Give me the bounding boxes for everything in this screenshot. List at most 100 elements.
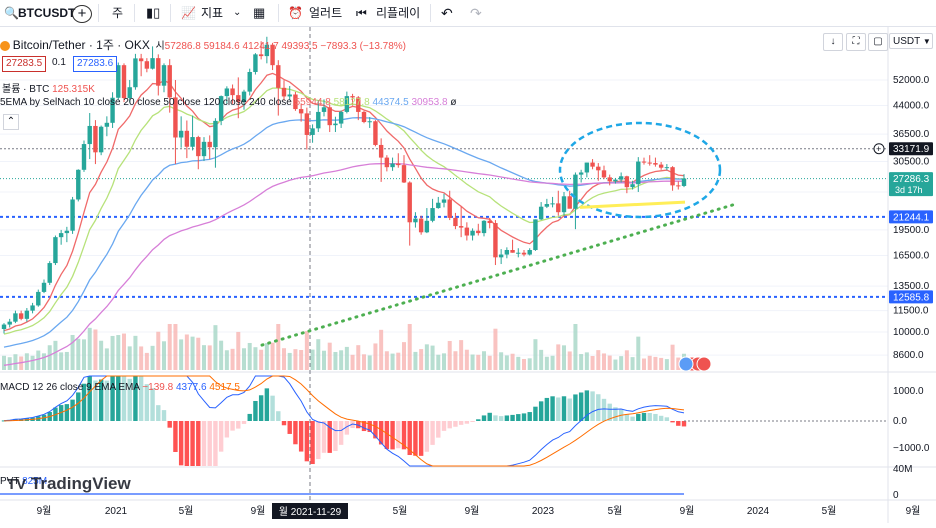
replay-button[interactable]: 리플레이 (376, 6, 421, 20)
time-tick-label: 9월 (906, 505, 921, 517)
candle-body (247, 71, 252, 92)
macd-histogram-bar (293, 421, 298, 445)
macd-histogram-bar (596, 394, 601, 421)
symbol-search[interactable]: BTCUSDT (18, 6, 76, 20)
candle-body (104, 122, 110, 127)
volume-bar (596, 350, 601, 370)
compare-add-icon[interactable]: + (72, 5, 92, 23)
time-tick-label: 5월 (822, 505, 837, 517)
price-tick-label: 44000.0 (893, 101, 930, 112)
price-axis[interactable]: 52000.044000.036500.030500.025000.019500… (893, 75, 930, 501)
buy-button[interactable]: 27283.6 (73, 56, 118, 72)
alert-button[interactable]: 얼러트 (309, 6, 343, 20)
layout-grid-icon[interactable]: ▦ (253, 5, 266, 20)
time-tick-label: 2021 (105, 506, 128, 517)
macd-histogram-bar (241, 421, 247, 424)
candle-body (344, 96, 350, 112)
volume-bar (144, 352, 149, 370)
macd-histogram-bar (630, 416, 635, 421)
volume-bar (339, 350, 344, 370)
redo-icon[interactable]: ↷ (470, 5, 482, 21)
chevron-down-icon[interactable]: ⌄ (233, 7, 242, 18)
volume-bar (110, 335, 115, 370)
search-icon[interactable]: 🔍 (4, 6, 19, 20)
candle-body (76, 169, 81, 200)
collapse-legend-icon[interactable]: ⌃ (3, 114, 19, 130)
volume-bar (333, 351, 338, 370)
macd-histogram-bar (316, 421, 321, 460)
candle-body (401, 165, 407, 183)
volume-bar (322, 350, 326, 370)
legend-open: 57286.8 (164, 41, 201, 52)
volume-bar (516, 356, 521, 370)
macd-histogram-bar (321, 421, 327, 453)
candle-body (624, 176, 630, 188)
macd-histogram-bar (453, 421, 458, 427)
macd-histogram-bar (418, 421, 424, 456)
macd-histogram-bar (310, 421, 315, 465)
legend-title[interactable]: Bitcoin/Tether · 1주 · OKX (12, 38, 150, 52)
volume-bar (527, 358, 532, 370)
macd-histogram-bar (230, 421, 235, 431)
volume-bar (116, 335, 121, 370)
chart-area[interactable]: 52000.044000.036500.030500.025000.019500… (0, 27, 936, 528)
volume-bar (664, 359, 669, 370)
price-label-text: 21244.1 (893, 212, 930, 223)
candle-type-icon[interactable]: ▮▯ (146, 5, 161, 20)
macd-histogram-bar (367, 421, 372, 433)
volume-bar (316, 339, 321, 370)
scroll-down-icon[interactable]: ↓ (823, 33, 843, 51)
candle-body (567, 196, 572, 209)
currency-select[interactable]: USDT ▼ (889, 33, 933, 49)
candle-body (287, 94, 292, 97)
macd-histogram-bar (327, 421, 332, 453)
macd-histogram-bar (378, 421, 384, 445)
candle-body (670, 167, 675, 186)
ema10-value: 55944.8 (294, 97, 331, 108)
time-tick-label: 9월 (465, 505, 480, 517)
candle-body (504, 250, 510, 255)
indicators-button[interactable]: 지표 (201, 6, 224, 20)
macd-histogram-bar (658, 415, 664, 421)
macd-tick-label: −1000.0 (893, 443, 930, 454)
time-tick-label: 5월 (608, 505, 623, 517)
pvt-label[interactable]: PVT (0, 476, 20, 487)
candle-body (647, 162, 652, 164)
top-toolbar: 🔍 BTCUSDT + 주 ▮▯ 📈 지표 ⌄ ▦ ⏰ 얼러트 ⏮ 리플레이 ↶… (0, 0, 936, 27)
macd-histogram-bar (338, 421, 344, 445)
macd-histogram-bar (436, 421, 441, 438)
macd-histogram-bar (150, 388, 155, 421)
candle-body (196, 137, 201, 157)
screenshot-icon[interactable]: ▢ (868, 33, 888, 51)
volume-bar (207, 345, 212, 370)
candle-body (458, 226, 464, 228)
fullscreen-icon[interactable]: ⛶ (846, 33, 866, 51)
volume-bar (219, 340, 224, 370)
candle-body (276, 65, 281, 88)
volume-bar (522, 358, 526, 370)
volume-bar (282, 348, 286, 370)
sell-button[interactable]: 27283.5 (2, 56, 47, 72)
candle-body (538, 206, 544, 220)
replay-icon[interactable]: ⏮ (356, 6, 367, 20)
price-tick-label: 10000.0 (893, 327, 930, 338)
volume-bar (179, 339, 184, 370)
time-axis[interactable]: 9월20215월9월20225월9월20235월9월20245월9월월 2021… (37, 503, 921, 519)
macd-label[interactable]: MACD 12 26 close 9 EMA EMA (0, 382, 140, 393)
macd-line-value: 4377.6 (175, 382, 207, 393)
ema-label[interactable]: 5EMA by SelNach 10 close 20 close 50 clo… (0, 97, 292, 108)
drawings[interactable] (260, 121, 740, 372)
price-chart[interactable]: 52000.044000.036500.030500.025000.019500… (0, 27, 936, 523)
price-label-badge (889, 290, 933, 304)
indicators-icon[interactable]: 📈 (181, 6, 196, 20)
candle-body (178, 130, 184, 138)
currency-label: USDT (893, 36, 921, 47)
horizontal-levels[interactable] (0, 27, 888, 500)
interval-button[interactable]: 주 (112, 6, 124, 20)
macd-histogram-bar (218, 421, 224, 452)
alert-icon[interactable]: ⏰ (288, 6, 303, 20)
price-tick-label: 30500.0 (893, 157, 930, 168)
macd-histogram-bar (201, 421, 207, 466)
undo-icon[interactable]: ↶ (441, 5, 453, 21)
macd-histogram-bar (93, 380, 98, 421)
